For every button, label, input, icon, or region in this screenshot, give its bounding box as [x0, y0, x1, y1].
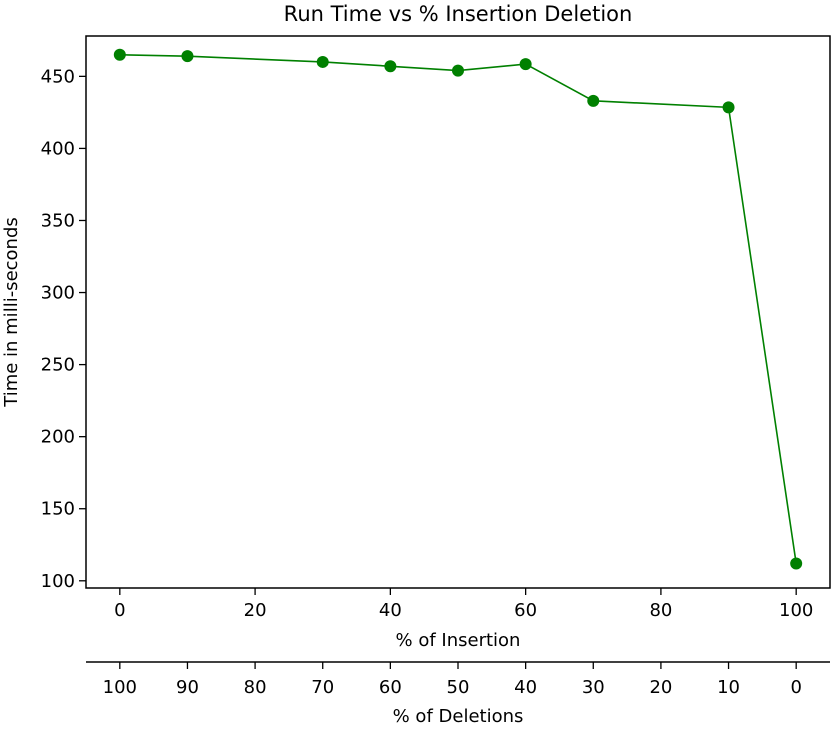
y-tick-label: 450: [41, 66, 75, 87]
x-axis-deletions: 100 90 80 70 60 50 40 30 20 10 0: [103, 662, 802, 698]
plot-frame: [85, 35, 831, 589]
y-tick-label: 350: [41, 210, 75, 231]
data-point: [722, 101, 735, 114]
chart-title: Run Time vs % Insertion Deletion: [284, 2, 633, 26]
x2-tick-label: 0: [790, 677, 801, 698]
x2-tick-label: 70: [311, 677, 334, 698]
x2-tick-label: 40: [514, 677, 537, 698]
data-point: [452, 64, 464, 77]
x2-tick-label: 50: [447, 677, 470, 698]
data-point: [790, 557, 803, 570]
x-tick-label: 40: [379, 600, 402, 621]
x2-axis-label: % of Deletions: [393, 706, 524, 727]
x-tick-label: 60: [514, 600, 537, 621]
x-tick-label: 80: [649, 600, 672, 621]
x-axis-label: % of Insertion: [396, 630, 521, 651]
x-axis-insertion: 0 20 40 60 80 100: [114, 588, 813, 621]
series-line: [119, 53, 797, 564]
y-axis: 100 150 200 250 300 350 400 450: [41, 66, 86, 592]
x2-tick-label: 90: [176, 677, 199, 698]
y-tick-label: 200: [41, 427, 75, 448]
series-points: [113, 48, 803, 570]
data-point: [519, 58, 532, 71]
x-tick-label: 0: [114, 600, 125, 621]
y-tick-label: 300: [41, 283, 75, 304]
data-point: [316, 55, 329, 68]
x2-tick-label: 30: [582, 677, 605, 698]
data-point: [384, 60, 397, 73]
x2-tick-label: 10: [717, 677, 740, 698]
y-axis-label: Time in milli-seconds: [1, 217, 22, 408]
x2-tick-label: 80: [244, 677, 267, 698]
data-point: [113, 48, 126, 61]
x2-tick-label: 60: [379, 677, 402, 698]
x-tick-label: 20: [244, 600, 267, 621]
data-point: [181, 50, 194, 63]
y-tick-label: 100: [41, 571, 75, 592]
y-tick-label: 400: [41, 138, 75, 159]
y-tick-label: 150: [41, 499, 75, 520]
data-point: [587, 94, 600, 107]
x-tick-label: 100: [779, 600, 813, 621]
y-tick-label: 250: [41, 355, 75, 376]
x2-tick-label: 20: [649, 677, 672, 698]
x2-tick-label: 100: [103, 677, 137, 698]
